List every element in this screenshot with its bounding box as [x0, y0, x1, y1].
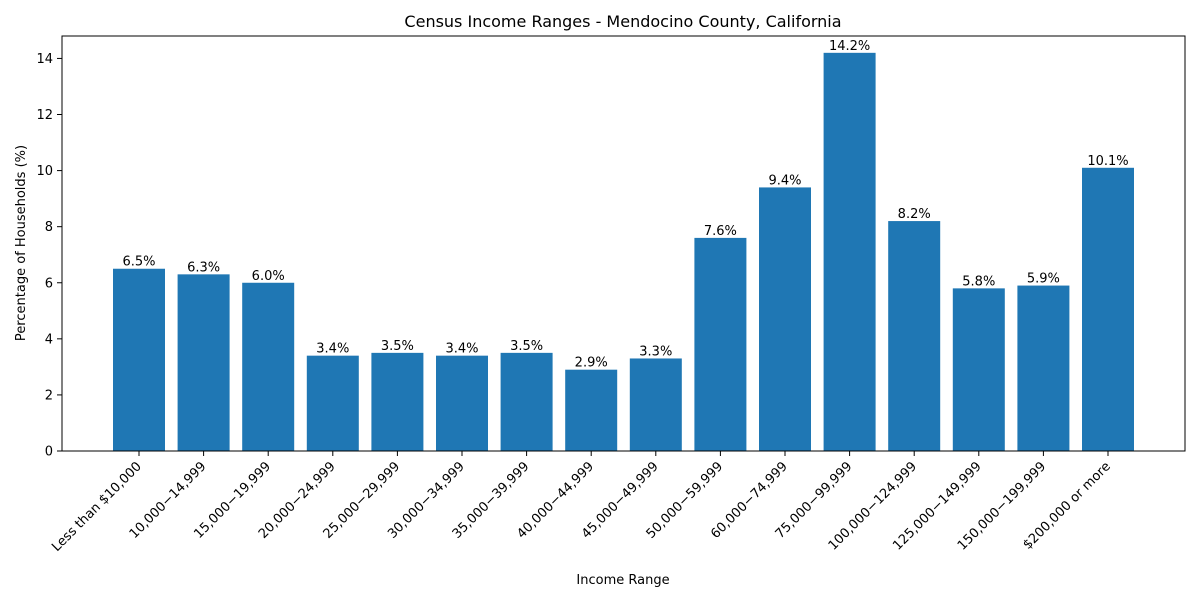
bars-group: [113, 52, 1134, 452]
bar: [759, 187, 811, 451]
bar: [888, 221, 941, 451]
bar: [177, 274, 230, 451]
bar: [1017, 285, 1070, 451]
data-label: 3.4%: [316, 342, 349, 357]
bar: [565, 369, 618, 451]
plot-frame: [61, 35, 1186, 452]
y-axis: 0 2 4 6 8 10 12 14: [36, 52, 62, 460]
y-tick-label: 10: [36, 164, 53, 179]
x-axis-label: Income Range: [576, 573, 669, 588]
data-label: 3.5%: [510, 339, 543, 354]
data-label: 2.9%: [575, 356, 608, 371]
bar: [436, 355, 488, 451]
data-label: 3.3%: [639, 344, 672, 359]
y-axis-label: Percentage of Households (%): [14, 145, 29, 341]
bar: [306, 355, 359, 451]
data-labels-group: 6.5% 6.3% 6.0% 3.4% 3.5% 3.4% 3.5% 2.9% 3.3% 7.6%…: [122, 39, 1128, 371]
bar: [500, 352, 553, 451]
y-tick-label: 6: [45, 276, 53, 291]
y-tick-label: 2: [45, 388, 53, 403]
data-label: 5.8%: [962, 274, 995, 289]
x-axis: Less than $10,00010,000−14,99915,000−19,…: [49, 451, 1114, 555]
bar: [113, 268, 165, 451]
bar: [952, 288, 1005, 451]
data-label: 7.6%: [704, 224, 737, 239]
data-label: 8.2%: [898, 207, 931, 222]
y-tick-label: 14: [36, 52, 53, 67]
y-tick-label: 4: [45, 332, 53, 347]
y-tick-label: 0: [45, 445, 53, 460]
x-tick-label: Less than $10,000: [49, 459, 145, 555]
data-label: 10.1%: [1087, 154, 1128, 169]
bar: [823, 52, 876, 451]
data-label: 3.4%: [445, 342, 478, 357]
data-label: 3.5%: [381, 339, 414, 354]
chart-title: Census Income Ranges - Mendocino County,…: [404, 12, 841, 31]
data-label: 6.5%: [122, 255, 155, 270]
data-label: 14.2%: [829, 39, 870, 54]
data-label: 9.4%: [768, 173, 801, 188]
data-label: 6.3%: [187, 260, 220, 275]
bar: [242, 282, 295, 451]
bar: [694, 237, 747, 451]
data-label: 6.0%: [252, 269, 285, 284]
bar: [629, 358, 682, 451]
y-tick-label: 8: [45, 220, 53, 235]
y-tick-label: 12: [36, 108, 53, 123]
bar: [371, 352, 424, 451]
data-label: 5.9%: [1027, 272, 1060, 287]
bar: [1082, 167, 1134, 452]
